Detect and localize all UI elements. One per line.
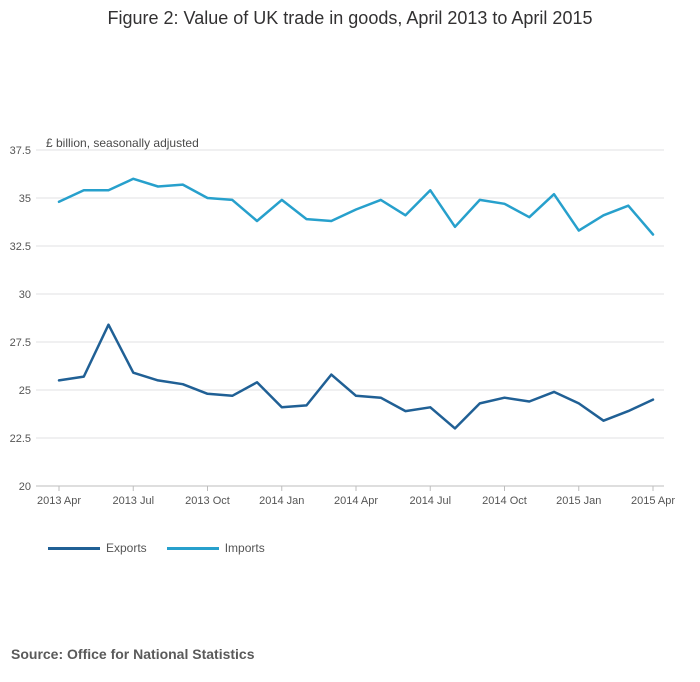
y-tick-30: 30: [19, 289, 31, 301]
y-tick-37.5: 37.5: [10, 145, 31, 157]
x-tick-2014-apr: 2014 Apr: [334, 495, 378, 507]
x-tick-2014-jul: 2014 Jul: [409, 495, 451, 507]
source-note: Source: Office for National Statistics: [11, 646, 255, 662]
legend-item-exports[interactable]: Exports: [48, 541, 147, 555]
y-axis-label: £ billion, seasonally adjusted: [46, 136, 199, 150]
chart-title: Figure 2: Value of UK trade in goods, Ap…: [107, 8, 593, 28]
y-tick-32.5: 32.5: [10, 241, 31, 253]
legend-swatch-exports: [48, 546, 100, 550]
series-line-imports: [57, 177, 655, 236]
y-tick-27.5: 27.5: [10, 337, 31, 349]
legend-swatch-imports: [166, 546, 219, 550]
series-line-exports: [57, 323, 655, 430]
x-tick-2013-jul: 2013 Jul: [112, 495, 154, 507]
series-lines: [57, 177, 655, 430]
x-axis: [36, 485, 664, 491]
x-tick-2014-jan: 2014 Jan: [259, 495, 304, 507]
x-tick-2013-apr: 2013 Apr: [37, 495, 81, 507]
y-tick-20: 20: [19, 481, 31, 493]
x-tick-2014-oct: 2014 Oct: [482, 495, 527, 507]
x-tick-2015-jan: 2015 Jan: [556, 495, 601, 507]
grid-lines: [36, 149, 664, 439]
legend-label-exports: Exports: [106, 541, 147, 555]
x-tick-labels: 2013 Apr 2013 Jul 2013 Oct 2014 Jan 2014 Apr…: [37, 495, 675, 507]
y-tick-22.5: 22.5: [10, 433, 31, 445]
legend-item-imports[interactable]: Imports: [166, 541, 265, 555]
x-tick-2013-oct: 2013 Oct: [185, 495, 230, 507]
legend: Exports Imports: [48, 541, 265, 555]
y-tick-35: 35: [19, 193, 31, 205]
y-tick-25: 25: [19, 385, 31, 397]
legend-label-imports: Imports: [224, 541, 265, 555]
y-tick-labels: 20 22.5 25 27.5 30 32.5 35 37.5: [10, 145, 31, 493]
x-tick-2015-apr: 2015 Apr: [631, 495, 675, 507]
